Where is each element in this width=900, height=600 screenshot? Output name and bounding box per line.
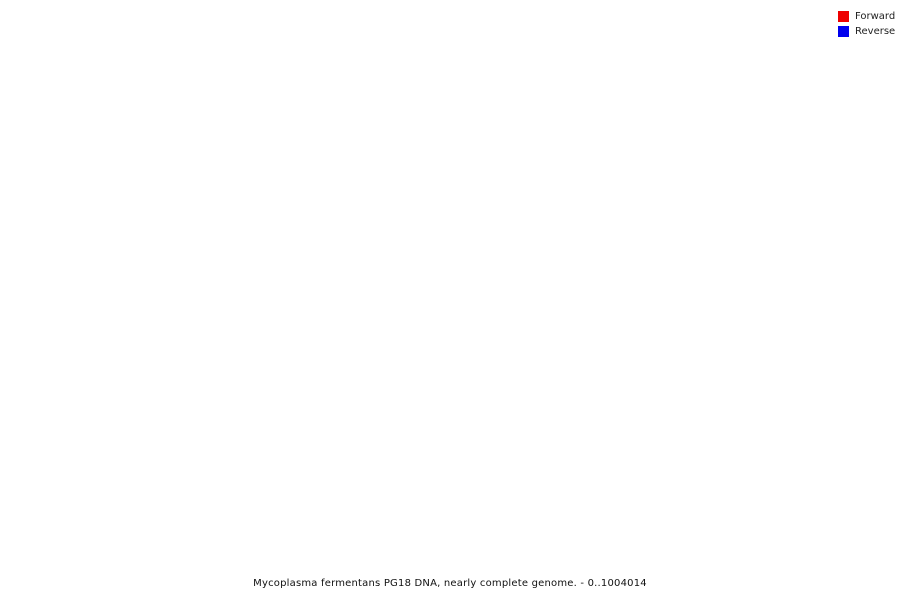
legend: Forward Reverse bbox=[838, 9, 895, 39]
genome-caption: Mycoplasma fermentans PG18 DNA, nearly c… bbox=[253, 578, 647, 589]
forward-color-swatch bbox=[838, 11, 849, 22]
legend-item-reverse: Reverse bbox=[838, 24, 895, 39]
legend-item-forward: Forward bbox=[838, 9, 895, 24]
legend-label-reverse: Reverse bbox=[855, 26, 896, 37]
legend-label-forward: Forward bbox=[855, 11, 896, 22]
reverse-color-swatch bbox=[838, 26, 849, 37]
